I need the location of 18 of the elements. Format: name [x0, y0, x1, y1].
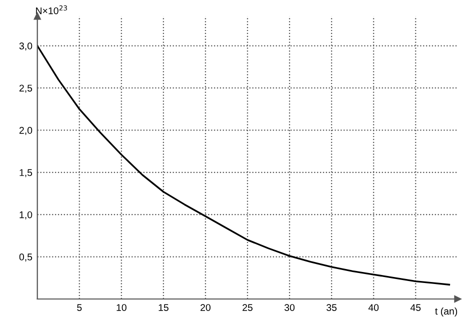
y-tick-label: 0,5: [19, 254, 32, 262]
x-tick-label: 30: [284, 304, 295, 311]
line-series: [37, 44, 450, 286]
x-tick-label: 10: [116, 304, 126, 311]
x-tick-label: 5: [77, 304, 82, 311]
y-tick-label: 1,0: [20, 211, 32, 220]
y-tick-label: 2,5: [19, 84, 32, 93]
x-tick-label: 45: [410, 304, 421, 311]
x-tick-label: 35: [326, 304, 337, 311]
y-tick-label: 3,0: [19, 42, 32, 51]
y-axis-title: N×10$^{23}$: [36, 5, 67, 14]
x-tick-label: 15: [158, 304, 168, 311]
x-tick-label: 25: [242, 304, 253, 311]
y-tick-label: 2,0: [19, 126, 32, 135]
x-tick-label: 40: [368, 304, 379, 311]
x-tick-label: 20: [200, 304, 211, 311]
x-axis-title: t (an): [435, 307, 458, 317]
y-tick-label: 1,5: [20, 169, 32, 178]
